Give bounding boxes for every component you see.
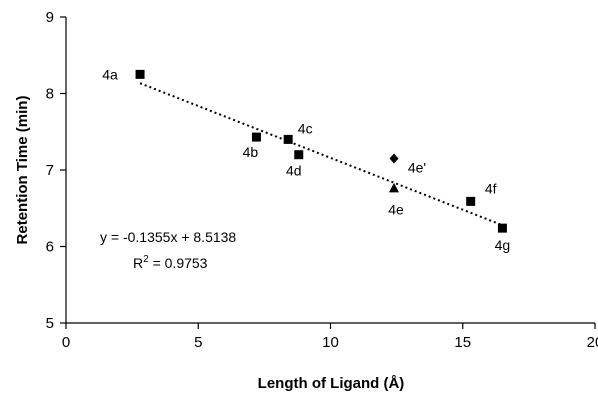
y-tick-label: 9 <box>46 9 54 26</box>
point-labels: 4a 4b 4c 4d 4e' 4e 4f 4g <box>102 66 510 253</box>
point-label: 4g <box>495 237 511 253</box>
point-label: 4a <box>102 66 118 82</box>
point-label: 4e' <box>408 160 426 176</box>
x-tick-label: 5 <box>194 334 202 351</box>
x-tick-label: 0 <box>62 334 70 351</box>
point-label: 4b <box>243 144 259 160</box>
x-axis-title: Length of Ligand (Å) <box>258 375 405 392</box>
point-label: 4c <box>298 120 313 136</box>
data-point-diamond <box>389 153 399 164</box>
y-tick-label: 7 <box>46 162 54 179</box>
x-tick-label: 10 <box>322 334 339 351</box>
data-point-square <box>283 134 293 144</box>
r-squared-prefix: R <box>133 255 143 271</box>
trendline-layer <box>139 82 503 227</box>
data-point-square <box>294 150 304 160</box>
data-point-triangle <box>388 182 399 193</box>
x-tick-label: 20 <box>587 334 598 351</box>
data-point-square <box>251 132 261 142</box>
data-point-square <box>466 196 476 206</box>
data-point-square <box>497 223 507 233</box>
r-squared-value: = 0.9753 <box>149 255 208 271</box>
x-tick-label: 15 <box>454 334 471 351</box>
point-label: 4e <box>388 201 404 217</box>
ticks: 0510152056789 <box>46 9 598 351</box>
r-squared: R2 = 0.9753 <box>133 254 208 271</box>
y-tick-label: 8 <box>46 86 54 103</box>
axes <box>65 17 595 324</box>
data-points <box>135 69 507 233</box>
r-squared-superscript: 2 <box>143 254 149 265</box>
y-tick-label: 5 <box>46 315 54 332</box>
y-axis-title: Retention Time (min) <box>14 96 31 245</box>
trendline <box>139 82 503 227</box>
data-point-square <box>135 69 145 79</box>
y-tick-label: 6 <box>46 239 54 256</box>
point-label: 4f <box>485 180 497 196</box>
point-label: 4d <box>286 163 302 179</box>
trendline-equation: y = -0.1355x + 8.5138 <box>100 229 236 245</box>
